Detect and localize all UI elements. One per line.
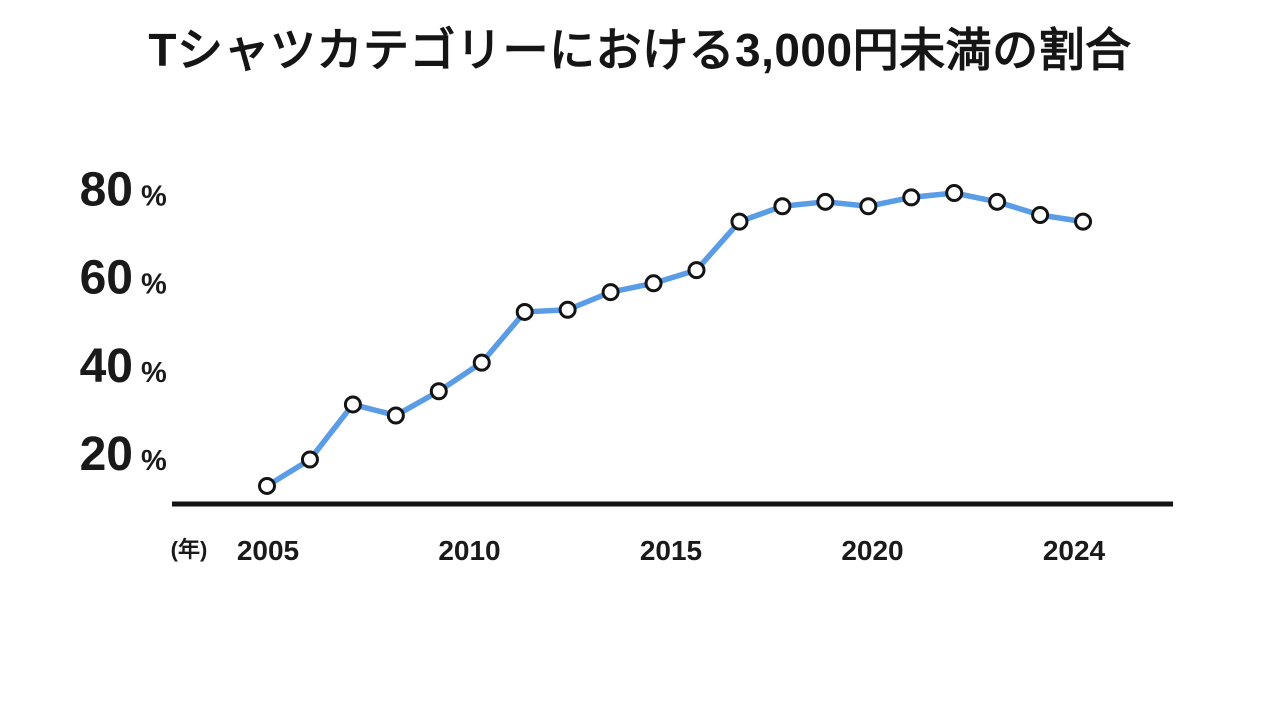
y-tick-label: 60 [80, 252, 133, 305]
data-point [429, 382, 448, 401]
chart-title: Tシャツカテゴリーにおける3,000円未満の割合 [148, 24, 1132, 76]
data-points [258, 184, 1093, 495]
x-axis-unit-label: (年) [171, 537, 208, 562]
data-point [902, 188, 921, 207]
data-point [773, 197, 792, 216]
data-point [730, 212, 749, 231]
y-axis-labels: 20 %40 %60 %80% [80, 164, 167, 481]
data-point [945, 184, 964, 203]
data-point [258, 476, 276, 495]
data-point [1074, 212, 1093, 231]
data-point [687, 261, 706, 280]
y-tick-label: 40 [80, 340, 133, 393]
trend-line [264, 190, 1086, 489]
data-point [386, 406, 405, 425]
data-point [300, 450, 319, 469]
x-axis-labels: 2005 2010 2015 2020 2024 [237, 535, 1106, 566]
data-point [558, 300, 577, 319]
y-tick-suffix: % [141, 357, 167, 389]
data-point [816, 192, 835, 211]
data-point [1031, 206, 1050, 225]
data-point [988, 192, 1007, 211]
y-tick-suffix: % [141, 181, 167, 213]
x-tick-label: 2010 [438, 535, 500, 566]
x-tick-label: 2020 [841, 535, 903, 566]
y-tick-suffix: % [141, 269, 167, 301]
y-tick-suffix: % [141, 445, 167, 477]
data-point [601, 283, 620, 302]
data-point [859, 197, 878, 216]
data-point [644, 274, 663, 293]
data-point [515, 302, 534, 321]
x-tick-label: 2024 [1043, 535, 1106, 566]
data-point [343, 395, 362, 414]
y-tick-label: 20 [80, 428, 133, 481]
x-tick-label: 2015 [640, 535, 702, 566]
x-tick-label: 2005 [237, 535, 299, 566]
y-tick-label: 80 [80, 164, 133, 217]
data-point [472, 353, 491, 372]
